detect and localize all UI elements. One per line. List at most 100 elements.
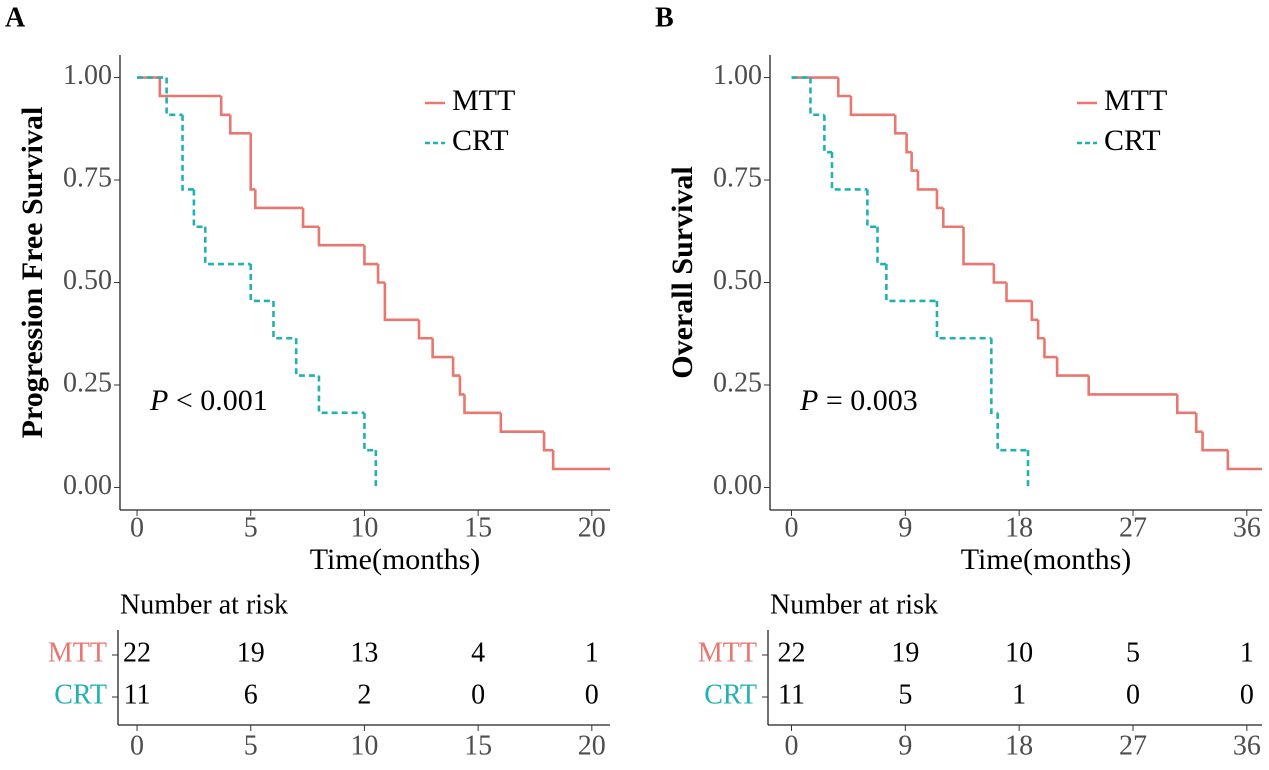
risk-x-tick-label: 20 [578, 730, 606, 761]
survival-step [294, 338, 319, 377]
risk-count: 19 [237, 637, 265, 668]
risk-x-tick-label: 36 [1233, 730, 1261, 761]
survival-step [992, 264, 1007, 284]
survival-step [836, 77, 851, 98]
survival-step [458, 375, 465, 396]
x-tick-label: 20 [578, 512, 606, 543]
x-tick-label: 36 [1233, 512, 1261, 543]
risk-row-label: MTT [698, 637, 757, 668]
survival-step [317, 226, 365, 247]
x-tick-label: 27 [1119, 512, 1147, 543]
survival-step [192, 189, 206, 229]
risk-count: 5 [898, 679, 912, 710]
survival-step [228, 114, 251, 135]
risk-x-tick-label: 0 [785, 730, 799, 761]
survival-step [542, 431, 554, 452]
risk-x-tick-label: 0 [130, 730, 144, 761]
survival-step [363, 412, 376, 452]
survival-step [935, 300, 992, 340]
survival-step [451, 357, 460, 377]
annotation-italic: P [799, 384, 818, 417]
risk-count: 11 [778, 679, 805, 710]
risk-count: 22 [123, 637, 151, 668]
survival-step [1194, 412, 1203, 434]
survival-step [1226, 450, 1262, 471]
risk-count: 5 [1126, 637, 1140, 668]
risk-count: 19 [891, 637, 919, 668]
survival-step [1055, 357, 1089, 377]
x-axis-title: Time(months) [961, 543, 1132, 576]
survival-step [376, 264, 385, 284]
survival-step [893, 114, 907, 135]
y-tick-label: 0.00 [63, 470, 112, 501]
risk-count: 1 [585, 637, 599, 668]
survival-step [885, 264, 937, 303]
survival-step [203, 226, 251, 266]
panel-label: B [655, 2, 674, 33]
annotation-text: = 0.003 [826, 384, 918, 417]
survival-step [249, 133, 256, 191]
risk-row-label: CRT [704, 679, 757, 710]
survival-step [383, 282, 420, 322]
survival-step [317, 375, 365, 415]
survival-step [363, 245, 379, 266]
risk-x-tick-label: 5 [244, 730, 258, 761]
survival-step [935, 189, 944, 210]
survival-step [905, 133, 912, 154]
y-tick-label: 0.50 [63, 265, 112, 296]
risk-count: 10 [1005, 637, 1033, 668]
y-tick-label: 0.75 [713, 162, 762, 193]
survival-step [849, 95, 896, 117]
survival-step [499, 412, 545, 434]
y-tick-label: 1.00 [713, 60, 762, 91]
x-tick-label: 0 [785, 512, 799, 543]
survival-step [990, 338, 998, 415]
panel-label: A [5, 2, 26, 33]
y-axis-title: Overall Survival [666, 166, 699, 379]
legend-label: MTT [452, 84, 515, 117]
survival-step [463, 394, 501, 415]
y-tick-label: 1.00 [63, 60, 112, 91]
survival-step [417, 319, 433, 340]
y-tick-label: 0.25 [63, 367, 112, 398]
survival-step [158, 77, 222, 98]
survival-step [181, 114, 194, 191]
risk-count: 1 [1012, 679, 1026, 710]
survival-step [431, 338, 454, 359]
survival-step [962, 226, 994, 266]
risk-count: 2 [357, 679, 371, 710]
risk-count: 0 [585, 679, 599, 710]
annotation: P = 0.003 [799, 384, 918, 417]
risk-count: 6 [244, 679, 258, 710]
survival-step [1005, 282, 1032, 303]
x-tick-label: 10 [350, 512, 378, 543]
survival-step [253, 189, 304, 210]
y-tick-label: 0.75 [63, 162, 112, 193]
risk-count: 22 [778, 637, 806, 668]
survival-step [823, 114, 832, 154]
x-tick-label: 18 [1005, 512, 1033, 543]
risk-table-title: Number at risk [770, 589, 938, 620]
risk-table-title: Number at risk [120, 589, 288, 620]
x-tick-label: 0 [130, 512, 144, 543]
risk-x-tick-label: 27 [1119, 730, 1147, 761]
risk-count: 0 [1240, 679, 1254, 710]
risk-count: 13 [350, 637, 378, 668]
survival-step [996, 412, 1029, 452]
survival-step [1036, 319, 1045, 340]
risk-x-tick-label: 15 [464, 730, 492, 761]
legend-label: CRT [1104, 124, 1161, 157]
survival-step [272, 300, 297, 340]
x-tick-label: 5 [244, 512, 258, 543]
survival-step [910, 152, 918, 172]
survival-step [830, 152, 868, 191]
x-tick-label: 9 [898, 512, 912, 543]
survival-step [916, 170, 937, 191]
survival-step [941, 207, 964, 229]
x-axis-title: Time(months) [310, 543, 481, 576]
survival-step [219, 95, 231, 117]
y-axis-title: Progression Free Survival [16, 107, 49, 439]
legend-label: MTT [1104, 84, 1167, 117]
risk-row-label: MTT [48, 637, 107, 668]
